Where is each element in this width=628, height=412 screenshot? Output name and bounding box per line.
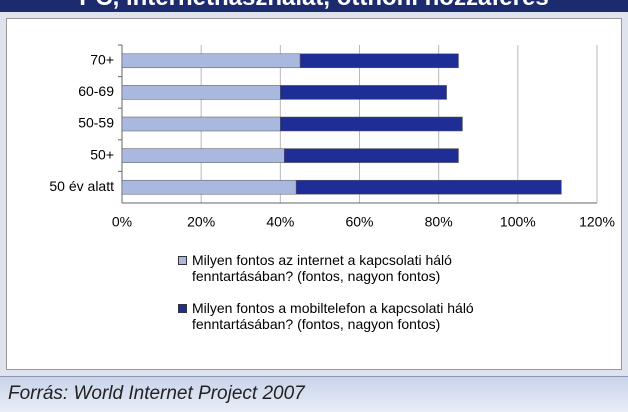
y-tick-label: 50 év alatt	[49, 178, 114, 194]
bar-segment	[295, 179, 562, 195]
x-tick-label: 60%	[345, 214, 373, 230]
bar-segment	[121, 53, 301, 69]
source-note: Forrás: World Internet Project 2007	[8, 383, 305, 404]
x-tick-label: 20%	[187, 214, 215, 230]
x-tick-label: 120%	[579, 214, 615, 230]
bar-segment	[284, 148, 459, 163]
y-tick-label: 60-69	[78, 83, 114, 99]
bar-segment	[121, 85, 281, 100]
bar-segment	[299, 53, 459, 69]
legend-item: Milyen fontos az internet a kapcsolati h…	[178, 252, 538, 284]
legend-label: Milyen fontos az internet a kapcsolati h…	[192, 252, 452, 284]
slide-title: PC, internethasználat, otthoni hozzáféré…	[0, 0, 628, 12]
legend-label: Milyen fontos a mobiltelefon a kapcsolat…	[192, 300, 474, 332]
bar-segment	[121, 116, 281, 132]
x-tick-label: 100%	[500, 214, 536, 230]
x-tick-label: 0%	[112, 214, 132, 230]
y-tick-label: 50-59	[78, 115, 114, 131]
y-tick-label: 50+	[90, 146, 114, 162]
bar-segment	[121, 148, 285, 163]
x-tick-label: 80%	[425, 214, 453, 230]
legend-item: Milyen fontos a mobiltelefon a kapcsolat…	[178, 300, 538, 332]
x-tick-label: 40%	[266, 214, 294, 230]
legend-swatch	[178, 304, 187, 313]
bar-segment	[121, 179, 297, 195]
bar-segment	[280, 85, 447, 100]
header-bar: PC, internethasználat, otthoni hozzáféré…	[0, 0, 628, 12]
legend-swatch	[178, 256, 187, 265]
y-tick-label: 70+	[90, 52, 114, 68]
footer-bar: Forrás: World Internet Project 2007	[0, 376, 628, 412]
bar-segment	[280, 116, 463, 132]
